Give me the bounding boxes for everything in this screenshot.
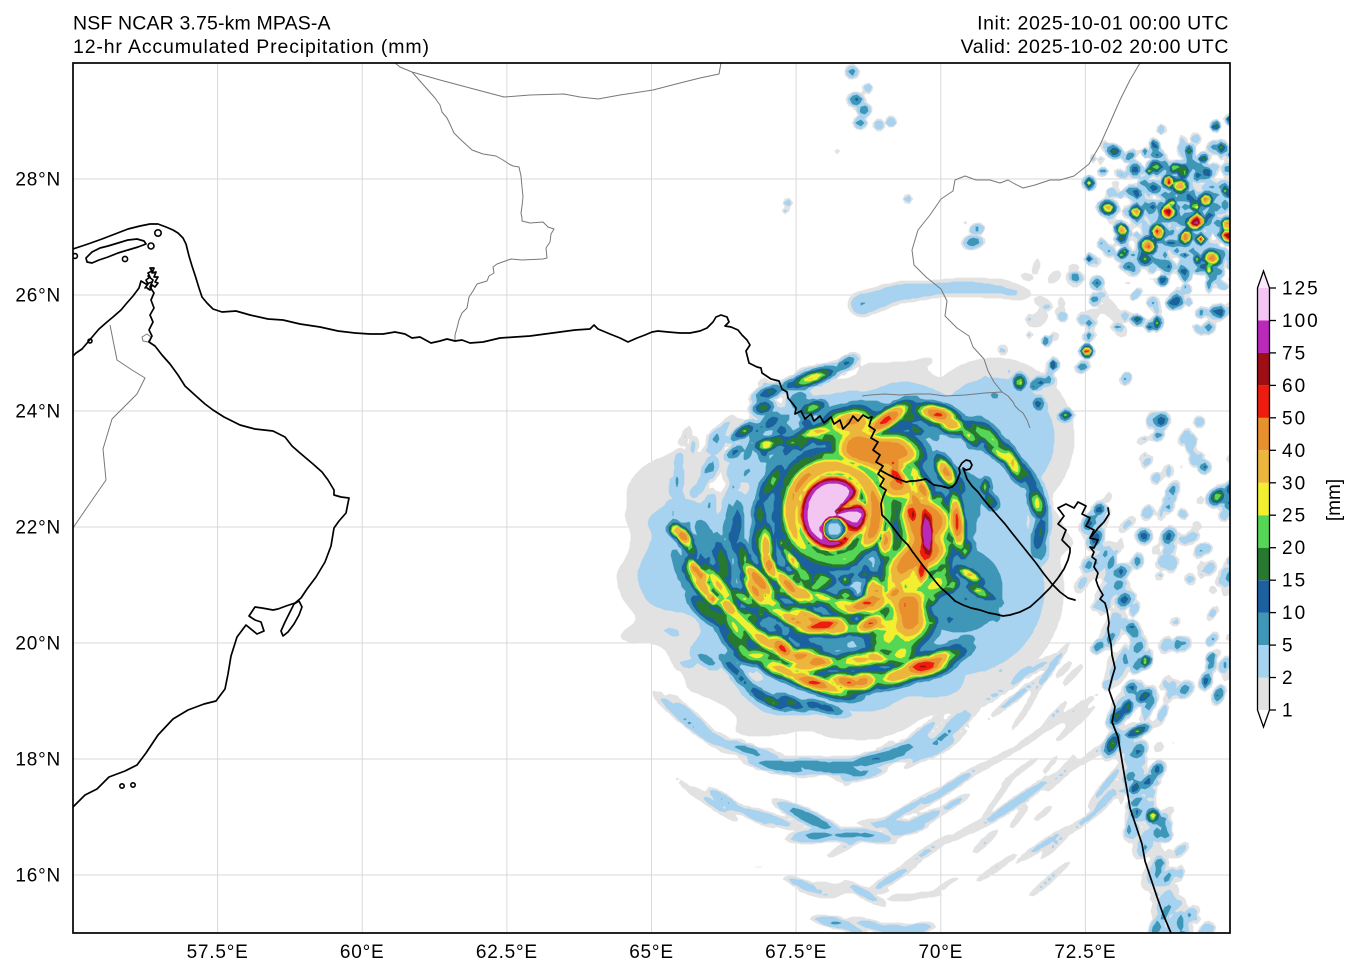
svg-text:15: 15 xyxy=(1282,571,1307,592)
svg-text:2: 2 xyxy=(1282,668,1295,689)
svg-text:20°N: 20°N xyxy=(15,634,61,655)
svg-text:10: 10 xyxy=(1282,603,1307,624)
svg-text:16°N: 16°N xyxy=(15,866,61,887)
svg-text:50: 50 xyxy=(1282,408,1307,429)
svg-text:125: 125 xyxy=(1282,279,1320,300)
svg-text:Valid: 2025-10-02 20:00 UTC: Valid: 2025-10-02 20:00 UTC xyxy=(961,36,1229,58)
svg-text:Init: 2025-10-01 00:00 UTC: Init: 2025-10-01 00:00 UTC xyxy=(977,13,1229,35)
svg-text:28°N: 28°N xyxy=(15,170,61,191)
svg-text:72.5°E: 72.5°E xyxy=(1054,942,1116,963)
svg-text:57.5°E: 57.5°E xyxy=(187,942,249,963)
svg-text:[mm]: [mm] xyxy=(1324,479,1345,521)
svg-text:NSF NCAR 3.75-km MPAS-A: NSF NCAR 3.75-km MPAS-A xyxy=(73,13,331,35)
svg-text:30: 30 xyxy=(1282,473,1307,494)
svg-text:25: 25 xyxy=(1282,506,1307,527)
svg-text:12-hr Accumulated Precipitatio: 12-hr Accumulated Precipitation (mm) xyxy=(73,36,430,58)
svg-text:75: 75 xyxy=(1282,343,1307,364)
svg-text:1: 1 xyxy=(1282,701,1295,722)
svg-text:65°E: 65°E xyxy=(629,942,674,963)
svg-text:60: 60 xyxy=(1282,376,1307,397)
svg-text:22°N: 22°N xyxy=(15,518,61,539)
svg-text:100: 100 xyxy=(1282,311,1320,332)
svg-text:67.5°E: 67.5°E xyxy=(765,942,827,963)
svg-text:20: 20 xyxy=(1282,538,1307,559)
svg-text:26°N: 26°N xyxy=(15,286,61,307)
svg-text:40: 40 xyxy=(1282,441,1307,462)
svg-text:70°E: 70°E xyxy=(918,942,963,963)
svg-text:5: 5 xyxy=(1282,636,1295,657)
svg-text:62.5°E: 62.5°E xyxy=(476,942,538,963)
svg-text:18°N: 18°N xyxy=(15,750,61,771)
svg-text:24°N: 24°N xyxy=(15,402,61,423)
svg-text:60°E: 60°E xyxy=(340,942,385,963)
